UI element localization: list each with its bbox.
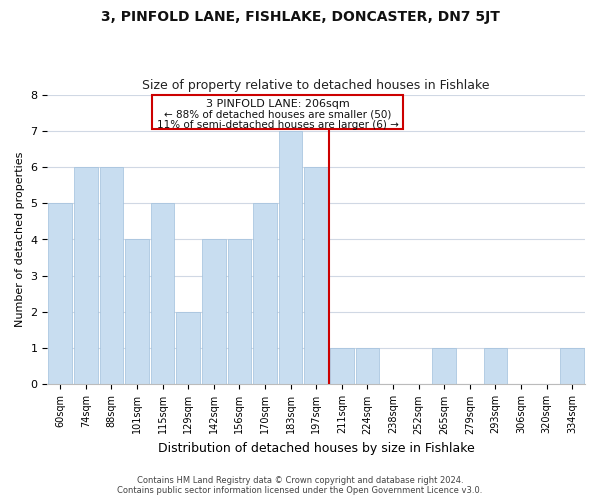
Bar bbox=[433, 348, 456, 385]
Bar bbox=[202, 240, 226, 384]
Bar bbox=[74, 167, 98, 384]
Bar bbox=[560, 348, 584, 385]
Title: Size of property relative to detached houses in Fishlake: Size of property relative to detached ho… bbox=[142, 79, 490, 92]
Text: 3 PINFOLD LANE: 206sqm: 3 PINFOLD LANE: 206sqm bbox=[206, 100, 350, 110]
Bar bbox=[227, 240, 251, 384]
Bar bbox=[279, 131, 302, 384]
Y-axis label: Number of detached properties: Number of detached properties bbox=[15, 152, 25, 327]
Bar bbox=[151, 204, 175, 384]
Bar bbox=[484, 348, 507, 385]
Bar bbox=[330, 348, 353, 385]
Bar bbox=[304, 167, 328, 384]
Bar bbox=[125, 240, 149, 384]
Bar bbox=[49, 204, 72, 384]
FancyBboxPatch shape bbox=[152, 96, 403, 129]
Bar bbox=[356, 348, 379, 385]
Text: Contains HM Land Registry data © Crown copyright and database right 2024.
Contai: Contains HM Land Registry data © Crown c… bbox=[118, 476, 482, 495]
Text: ← 88% of detached houses are smaller (50): ← 88% of detached houses are smaller (50… bbox=[164, 110, 391, 120]
Bar bbox=[100, 167, 123, 384]
Text: 11% of semi-detached houses are larger (6) →: 11% of semi-detached houses are larger (… bbox=[157, 120, 399, 130]
X-axis label: Distribution of detached houses by size in Fishlake: Distribution of detached houses by size … bbox=[158, 442, 475, 455]
Text: 3, PINFOLD LANE, FISHLAKE, DONCASTER, DN7 5JT: 3, PINFOLD LANE, FISHLAKE, DONCASTER, DN… bbox=[101, 10, 499, 24]
Bar bbox=[176, 312, 200, 384]
Bar bbox=[253, 204, 277, 384]
